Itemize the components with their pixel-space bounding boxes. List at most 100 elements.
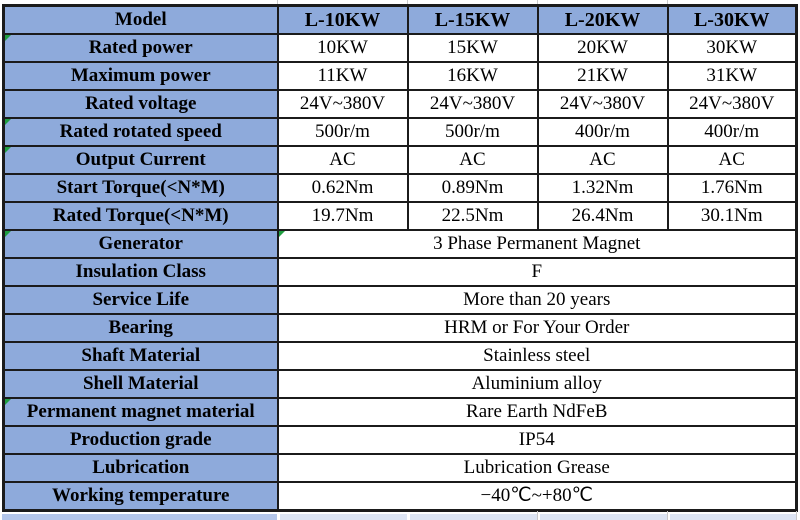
merged-value-cell: More than 20 years [276, 285, 798, 315]
row-label-cell: Rated voltage [2, 89, 279, 119]
value-cell-text: 500r/m [445, 121, 500, 142]
value-cell-text: 24V~380V [299, 93, 386, 114]
merged-value-cell: IP54 [276, 425, 798, 455]
value-cell: 11KW [276, 61, 409, 91]
spec-row: Output Current AC AC AC AC [2, 145, 798, 175]
spec-row-merged: Generator 3 Phase Permanent Magnet [2, 229, 798, 259]
merged-value-cell-text: HRM or For Your Order [444, 317, 630, 338]
cell-flag-icon [5, 120, 11, 125]
header-row: Model L-10KW L-15KW L-20KW L-30KW [2, 4, 798, 35]
value-cell: 24V~380V [666, 89, 798, 119]
value-cell-text: 1.76Nm [700, 177, 763, 198]
next-row-sliver [540, 514, 667, 520]
cell-flag-icon [5, 36, 11, 41]
row-label-cell: Working temperature [2, 481, 279, 512]
cell-flag-icon [279, 232, 285, 237]
cell-flag-icon [5, 148, 11, 153]
spec-row-merged: Bearing HRM or For Your Order [2, 313, 798, 343]
value-cell: 24V~380V [536, 89, 669, 119]
row-label-cell: Production grade [2, 425, 279, 455]
merged-value-cell: F [276, 257, 798, 287]
value-cell-text: 15KW [447, 37, 498, 58]
row-label-cell-text: Shell Material [82, 373, 199, 394]
merged-value-cell: HRM or For Your Order [276, 313, 798, 343]
row-label-cell-text: Working temperature [52, 485, 230, 506]
next-row-sliver [2, 514, 277, 520]
value-cell: 400r/m [666, 117, 798, 147]
value-cell: AC [276, 145, 409, 175]
spec-row: Rated Torque(<N*M) 19.7Nm 22.5Nm 26.4Nm 30.1… [2, 201, 798, 231]
value-cell-text: 26.4Nm [571, 205, 634, 226]
value-cell-text: 19.7Nm [311, 205, 374, 226]
row-label-cell: Lubrication [2, 453, 279, 483]
spec-table-head: Model L-10KW L-15KW L-20KW L-30KW [2, 4, 798, 35]
row-label-cell: Output Current [2, 145, 279, 175]
next-row-sliver [410, 514, 537, 520]
row-label-cell: Start Torque(<N*M) [2, 173, 279, 203]
spec-row-merged: Lubrication Lubrication Grease [2, 453, 798, 483]
merged-value-cell: −40℃~+80℃ [276, 481, 798, 512]
row-label-cell: Insulation Class [2, 257, 279, 287]
gridline-stub [407, 0, 408, 4]
spec-row: Maximum power 11KW 16KW 21KW 31KW [2, 61, 798, 91]
merged-value-cell: Aluminium alloy [276, 369, 798, 399]
value-cell: 400r/m [536, 117, 669, 147]
cell-flag-icon [5, 232, 11, 237]
value-cell: AC [406, 145, 539, 175]
gridline-stub [796, 511, 797, 520]
gridline-stub [277, 0, 278, 4]
value-cell-text: 0.89Nm [441, 177, 504, 198]
row-label-cell: Generator [2, 229, 279, 259]
merged-value-cell-text: Rare Earth NdFeB [466, 401, 608, 422]
spec-row-merged: Insulation Class F [2, 257, 798, 287]
merged-value-cell-text: More than 20 years [463, 289, 611, 310]
gridline-stub [537, 0, 538, 4]
value-cell: 15KW [406, 33, 539, 63]
value-cell-text: AC [329, 149, 356, 170]
spec-row-merged: Shaft Material Stainless steel [2, 341, 798, 371]
model-column-header: L-20KW [536, 4, 669, 35]
merged-value-cell: Lubrication Grease [276, 453, 798, 483]
value-cell: 21KW [536, 61, 669, 91]
value-cell-text: 24V~380V [429, 93, 516, 114]
merged-value-cell-text: IP54 [518, 429, 555, 450]
spec-row: Rated voltage 24V~380V 24V~380V 24V~380V 24V… [2, 89, 798, 119]
value-cell: 500r/m [406, 117, 539, 147]
value-cell: 24V~380V [406, 89, 539, 119]
value-cell-text: 24V~380V [689, 93, 775, 114]
row-label-cell: Bearing [2, 313, 279, 343]
model-column-header-text: L-15KW [434, 9, 511, 31]
row-label-cell-text: Rated rotated speed [59, 121, 222, 142]
row-label-cell: Permanent magnet material [2, 397, 279, 427]
value-cell-text: 11KW [317, 65, 368, 86]
row-label-cell: Rated power [2, 33, 279, 63]
value-cell-text: 30KW [706, 37, 758, 58]
merged-value-cell-text: Lubrication Grease [463, 457, 610, 478]
row-label-cell-text: Rated power [88, 37, 193, 58]
value-cell: 16KW [406, 61, 539, 91]
merged-value-cell: Stainless steel [276, 341, 798, 371]
value-cell-text: 24V~380V [559, 93, 646, 114]
model-column-header-text: L-30KW [693, 9, 770, 31]
merged-value-cell: Rare Earth NdFeB [276, 397, 798, 427]
row-label-cell-text: Rated Torque(<N*M) [52, 205, 229, 226]
row-label-cell-text: Bearing [108, 317, 173, 338]
value-cell: 1.76Nm [666, 173, 798, 203]
spec-row: Rated power 10KW 15KW 20KW 30KW [2, 33, 798, 63]
spec-row-merged: Shell Material Aluminium alloy [2, 369, 798, 399]
row-label-cell-text: Lubrication [92, 457, 190, 478]
value-cell: AC [536, 145, 669, 175]
gridline-stub [537, 511, 538, 520]
spec-table-body: Rated power 10KW 15KW 20KW 30KW Maximum power… [2, 33, 798, 512]
value-cell: 24V~380V [276, 89, 409, 119]
merged-value-cell-text: 3 Phase Permanent Magnet [433, 233, 641, 254]
value-cell-text: 10KW [317, 37, 368, 58]
value-cell-text: AC [459, 149, 486, 170]
row-label-cell-text: Generator [98, 233, 183, 254]
value-cell-text: 500r/m [315, 121, 370, 142]
value-cell: 19.7Nm [276, 201, 409, 231]
row-label-cell-text: Rated voltage [85, 93, 197, 114]
merged-value-cell-text: Aluminium alloy [471, 373, 602, 394]
value-cell: 26.4Nm [536, 201, 669, 231]
row-label-cell-text: Service Life [92, 289, 190, 310]
